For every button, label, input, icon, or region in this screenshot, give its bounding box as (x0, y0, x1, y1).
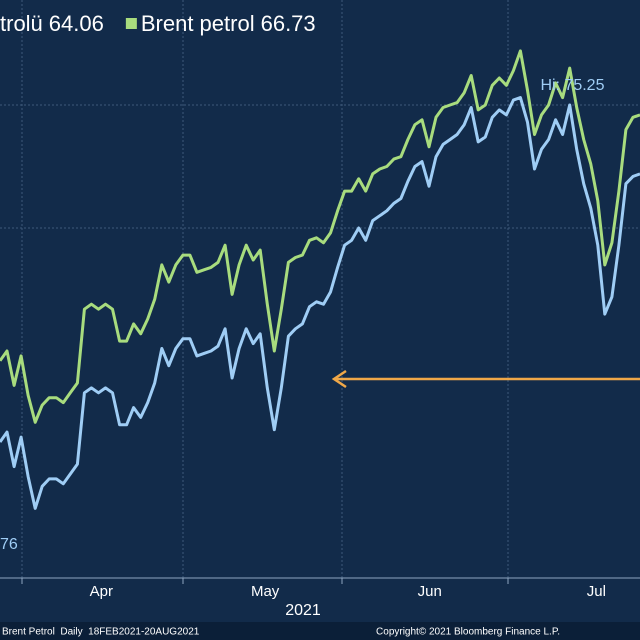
high-annotation: Hi: 75.25 (540, 77, 604, 94)
x-axis-label: 2021 (285, 602, 321, 619)
legend-name: Brent petrol (141, 11, 255, 36)
legend-swatch (125, 18, 137, 29)
x-tick-label: Apr (90, 583, 113, 600)
series-line (0, 96, 640, 510)
x-axis-ticks (21, 578, 509, 584)
footer-bar (0, 622, 640, 640)
low-annotation: 76 (0, 536, 18, 553)
arrow (331, 369, 640, 389)
legend-value: 66.73 (261, 11, 316, 36)
x-tick-label: Jul (587, 583, 606, 600)
legend-value: 64.06 (49, 11, 104, 36)
footer-left: Brent Petrol Daily 18FEB2021-20AUG2021 (2, 627, 200, 638)
series-line (0, 49, 640, 424)
footer-right: Copyright© 2021 Bloomberg Finance L.P. (376, 627, 560, 638)
month-dividers (21, 0, 509, 578)
legend-name: trolü (0, 11, 43, 36)
x-tick-label: May (251, 583, 280, 600)
x-tick-label: Jun (418, 583, 442, 600)
